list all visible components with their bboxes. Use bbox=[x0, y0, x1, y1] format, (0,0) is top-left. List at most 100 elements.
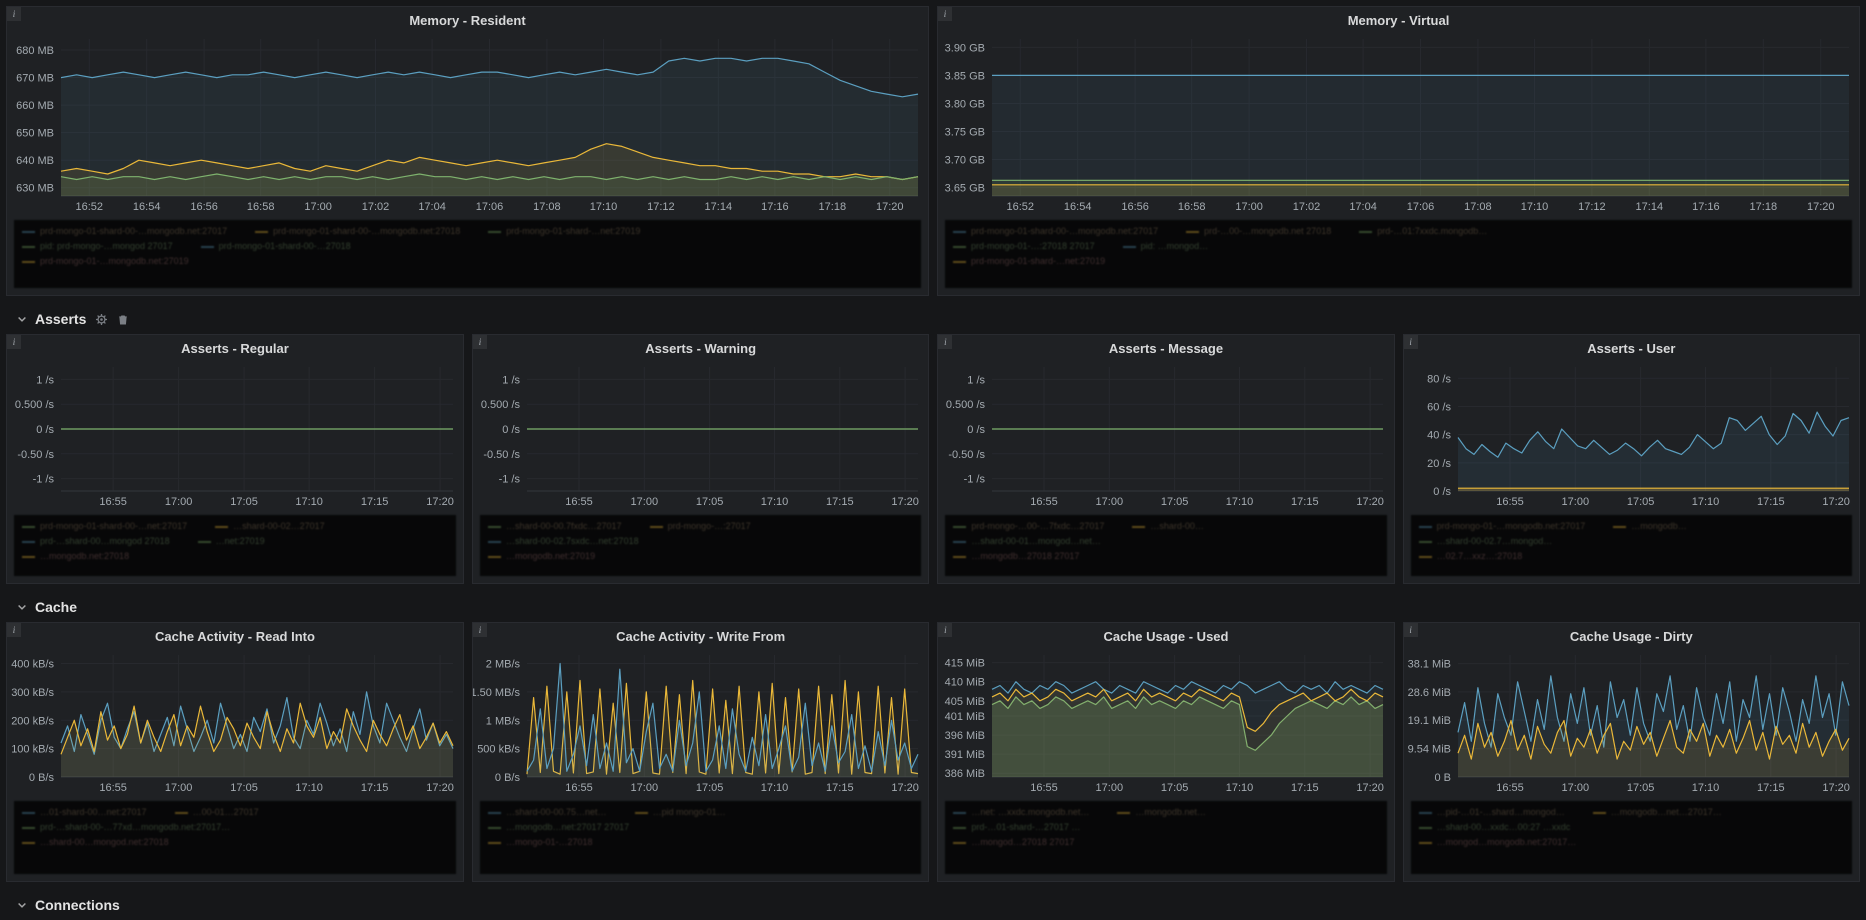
legend-item[interactable]: …shard-00-01…mongod…net… bbox=[953, 534, 1101, 549]
panel-title-asserts-regular[interactable]: Asserts - Regular bbox=[181, 341, 289, 356]
svg-text:1 MB/s: 1 MB/s bbox=[486, 715, 521, 727]
legend-item[interactable]: …shard-00-02…27017 bbox=[215, 519, 325, 534]
panel-title-memory-resident[interactable]: Memory - Resident bbox=[409, 13, 526, 28]
legend-series-label: …mongodb…27018 27017 bbox=[971, 551, 1080, 561]
legend-item[interactable]: …00-01…27017 bbox=[174, 805, 259, 820]
legend-item[interactable]: prd-mongo-01-shard-00-…mongodb.net:27018 bbox=[255, 224, 460, 239]
gear-icon[interactable] bbox=[95, 313, 108, 326]
legend-item[interactable]: prd-mongo-01-…mongodb.net:27019 bbox=[22, 254, 189, 269]
legend-item[interactable]: …01-shard-00…net:27017 bbox=[22, 805, 147, 820]
legend-series-marker bbox=[953, 540, 967, 543]
legend-item[interactable]: prd-mongo-01-shard-…net:27019 bbox=[953, 254, 1105, 269]
info-icon[interactable]: i bbox=[7, 623, 21, 637]
legend-item[interactable]: …mongodb…net…27017… bbox=[1592, 805, 1722, 820]
svg-text:17:15: 17:15 bbox=[1291, 496, 1319, 508]
svg-text:16:58: 16:58 bbox=[247, 201, 275, 213]
legend-memory-resident[interactable]: prd-mongo-01-shard-00-…mongodb.net:27017… bbox=[14, 220, 921, 288]
info-icon[interactable]: i bbox=[1403, 623, 1418, 637]
panel-cache-write-from: i Cache Activity - Write From 16:55 17:00… bbox=[470, 622, 930, 882]
section-header-connections[interactable]: Connections bbox=[6, 890, 1860, 920]
legend-memory-virtual[interactable]: prd-mongo-01-shard-00-…mongodb.net:27017… bbox=[945, 220, 1852, 288]
legend-item[interactable]: …net:27019 bbox=[197, 534, 265, 549]
legend-item[interactable]: …mongodb…27018 27017 bbox=[953, 549, 1079, 564]
legend-series-label: prd-mongo-01-shard-00-…27018 bbox=[218, 241, 351, 251]
trash-icon[interactable] bbox=[117, 313, 129, 326]
legend-asserts-user[interactable]: prd-mongo-01-…mongodb.net:27017 …mongodb…… bbox=[1410, 515, 1852, 576]
legend-item[interactable]: …pid mongo-01… bbox=[634, 805, 726, 820]
legend-item[interactable]: prd-…00-…mongodb.net 27018 bbox=[1186, 224, 1331, 239]
legend-asserts-warning[interactable]: …shard-00-00.7fxdc…27017 prd-mongo-…:2701… bbox=[480, 515, 922, 576]
legend-item[interactable]: prd-…01-shard-…27017 … bbox=[953, 820, 1080, 835]
section-header-asserts[interactable]: Asserts bbox=[6, 304, 1860, 334]
legend-series-label: …02.7…xxz…:27018 bbox=[1436, 551, 1523, 561]
info-icon[interactable]: i bbox=[938, 7, 952, 21]
legend-series-marker bbox=[1359, 230, 1373, 233]
section-header-cache[interactable]: Cache bbox=[6, 592, 1860, 622]
legend-item[interactable]: …shard-00-02.7sxdc…net:27018 bbox=[488, 534, 639, 549]
info-icon[interactable]: i bbox=[473, 623, 487, 637]
legend-series-label: …shard-00…xxdc…00:27 …xxdc bbox=[1436, 822, 1571, 832]
legend-item[interactable]: …mongod…mongodb.net:27017… bbox=[1418, 835, 1576, 850]
panel-title-cache-read-into[interactable]: Cache Activity - Read Into bbox=[155, 629, 315, 644]
panel-title-asserts-user[interactable]: Asserts - User bbox=[1587, 341, 1676, 356]
panel-title-cache-dirty[interactable]: Cache Usage - Dirty bbox=[1569, 629, 1693, 644]
legend-item[interactable]: prd-mongo-01-shard-00-…net:27017 bbox=[22, 519, 187, 534]
legend-item[interactable]: …shard-00-02.7…mongod… bbox=[1418, 534, 1552, 549]
legend-item[interactable]: …mongo-01-…27018 bbox=[488, 835, 593, 850]
legend-asserts-message[interactable]: prd-mongo-…00-…7fxdc…27017 …shard-00… …sha… bbox=[945, 515, 1387, 576]
info-icon[interactable]: i bbox=[1403, 335, 1418, 349]
legend-item[interactable]: …shard-00-00.75…net… bbox=[488, 805, 607, 820]
svg-text:17:08: 17:08 bbox=[533, 201, 561, 213]
legend-item[interactable]: …shard-00…mongod.net:27018 bbox=[22, 835, 169, 850]
info-icon[interactable]: i bbox=[473, 335, 487, 349]
legend-item[interactable]: prd-mongo-01-shard-…net:27019 bbox=[488, 224, 640, 239]
legend-item[interactable]: prd-…shard-00-…77xd…mongodb.net:27017… bbox=[22, 820, 230, 835]
svg-text:17:20: 17:20 bbox=[1822, 782, 1850, 794]
panel-title-memory-virtual[interactable]: Memory - Virtual bbox=[1347, 13, 1450, 28]
legend-item[interactable]: …shard-00-00.7fxdc…27017 bbox=[488, 519, 622, 534]
legend-series-marker bbox=[22, 540, 35, 543]
legend-item[interactable]: prd-…01:7xxdc.mongodb… bbox=[1359, 224, 1487, 239]
svg-text:17:18: 17:18 bbox=[819, 201, 847, 213]
legend-item[interactable]: prd-mongo-01-…mongodb.net:27017 bbox=[1418, 519, 1585, 534]
legend-cache-used[interactable]: …net: …xxdc.mongodb.net… …mongodb.net… prd… bbox=[945, 801, 1387, 874]
legend-cache-read-into[interactable]: …01-shard-00…net:27017 …00-01…27017 prd-…s… bbox=[14, 801, 456, 874]
panel-cache-dirty: i Cache Usage - Dirty 16:55 17:00 17:05 17:… bbox=[1402, 622, 1860, 882]
svg-text:16:55: 16:55 bbox=[565, 782, 593, 794]
svg-text:17:05: 17:05 bbox=[696, 782, 724, 794]
legend-asserts-regular[interactable]: prd-mongo-01-shard-00-…net:27017 …shard-0… bbox=[14, 515, 456, 576]
panel-title-asserts-message[interactable]: Asserts - Message bbox=[1108, 341, 1224, 356]
panel-title-cache-write-from[interactable]: Cache Activity - Write From bbox=[616, 629, 786, 644]
legend-item[interactable]: …shard-00… bbox=[1132, 519, 1204, 534]
legend-item[interactable]: …pid-…01-…shard…mongod… bbox=[1418, 805, 1565, 820]
svg-text:16:52: 16:52 bbox=[1007, 201, 1035, 213]
legend-item[interactable]: …mongodb… bbox=[1613, 519, 1687, 534]
legend-item[interactable]: prd-…shard-00…mongod 27018 bbox=[22, 534, 170, 549]
legend-item[interactable]: …02.7…xxz…:27018 bbox=[1418, 549, 1523, 564]
legend-item[interactable]: prd-mongo-01-shard-00-…mongodb.net:27017 bbox=[22, 224, 227, 239]
info-icon[interactable]: i bbox=[7, 335, 21, 349]
legend-item[interactable]: …mongod…27018 27017 bbox=[953, 835, 1074, 850]
legend-item[interactable]: pid: …mongod… bbox=[1122, 239, 1208, 254]
legend-item[interactable]: prd-mongo-…:27017 bbox=[649, 519, 751, 534]
legend-cache-write-from[interactable]: …shard-00-00.75…net… …pid mongo-01… …mongo… bbox=[480, 801, 922, 874]
panel-memory-virtual: i Memory - Virtual 16:52 16:54 16:56 16:58 1… bbox=[937, 6, 1860, 296]
info-icon[interactable]: i bbox=[7, 7, 21, 21]
legend-item[interactable]: …mongodb…net:27017 27017 bbox=[488, 820, 629, 835]
info-icon[interactable]: i bbox=[938, 623, 953, 637]
legend-item[interactable]: prd-mongo-01-shard-00-…mongodb.net:27017 bbox=[953, 224, 1158, 239]
legend-item[interactable]: …shard-00…xxdc…00:27 …xxdc bbox=[1418, 820, 1571, 835]
legend-item[interactable]: …mongodb.net:27018 bbox=[22, 549, 129, 564]
panel-title-asserts-warning[interactable]: Asserts - Warning bbox=[645, 341, 757, 356]
legend-item[interactable]: …net: …xxdc.mongodb.net… bbox=[953, 805, 1089, 820]
legend-item[interactable]: …mongodb.net… bbox=[1117, 805, 1206, 820]
legend-item[interactable]: prd-mongo-…00-…7fxdc…27017 bbox=[953, 519, 1104, 534]
legend-item[interactable]: prd-mongo-01-…:27018 27017 bbox=[953, 239, 1095, 254]
legend-item[interactable]: prd-mongo-01-shard-00-…27018 bbox=[200, 239, 351, 254]
panel-title-cache-used[interactable]: Cache Usage - Used bbox=[1103, 629, 1229, 644]
legend-item[interactable]: …mongodb.net:27019 bbox=[488, 549, 595, 564]
info-icon[interactable]: i bbox=[938, 335, 953, 349]
svg-text:3.80 GB: 3.80 GB bbox=[945, 98, 985, 110]
legend-cache-dirty[interactable]: …pid-…01-…shard…mongod… …mongodb…net…2701… bbox=[1410, 801, 1852, 874]
legend-item[interactable]: pid: prd-mongo-…mongod 27017 bbox=[22, 239, 173, 254]
